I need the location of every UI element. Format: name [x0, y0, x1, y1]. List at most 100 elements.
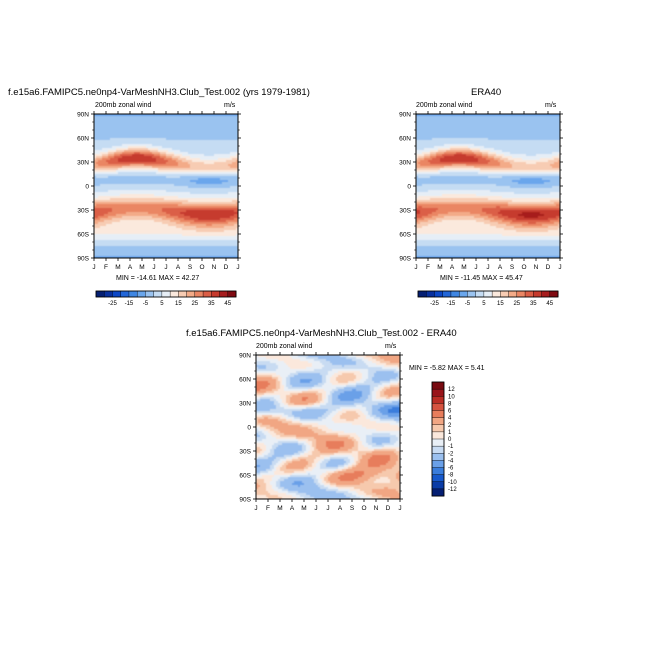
colorbar-swatch — [431, 474, 445, 483]
colorbar-frame-1 — [95, 290, 237, 298]
colorbar-frame-2 — [417, 290, 559, 298]
x-tick-label: J — [486, 264, 489, 271]
y-tick-label: 30S — [399, 207, 411, 214]
colorbar-label: 35 — [208, 301, 215, 307]
colorbar-swatch — [442, 290, 452, 298]
panel3-units-label: m/s — [385, 343, 397, 350]
colorbar-label: 10 — [448, 394, 455, 400]
colorbar-label: -6 — [448, 466, 454, 472]
colorbar-label: -12 — [448, 487, 457, 493]
colorbar-swatch — [491, 290, 501, 298]
colorbar-swatch — [202, 290, 212, 298]
colorbar-swatch — [161, 290, 171, 298]
y-tick-label: 30S — [77, 207, 89, 214]
x-tick-label: O — [521, 264, 526, 271]
colorbar-swatch — [467, 290, 477, 298]
panel1-variable-label: 200mb zonal wind — [95, 102, 152, 109]
colorbar-swatch — [95, 290, 105, 298]
colorbar-label: -25 — [430, 301, 439, 307]
colorbar-swatch — [431, 424, 445, 433]
x-tick-label: J — [314, 505, 317, 512]
panel2-field — [416, 114, 560, 258]
colorbar-label: 1 — [448, 430, 452, 436]
colorbar-label: 45 — [546, 301, 553, 307]
colorbar-swatch — [431, 403, 445, 412]
colorbar-swatch — [431, 460, 445, 469]
colorbar-swatch — [431, 453, 445, 461]
colorbar-label: 12 — [448, 387, 455, 393]
x-tick-label: J — [326, 505, 329, 512]
x-tick-label: S — [510, 264, 515, 271]
colorbar-swatch — [516, 290, 526, 298]
x-tick-label: J — [236, 264, 239, 271]
x-tick-label: M — [139, 264, 144, 271]
colorbar-label: -15 — [125, 301, 134, 307]
x-tick-label: A — [338, 505, 343, 512]
x-tick-label: A — [128, 264, 133, 271]
x-tick-label: J — [92, 264, 95, 271]
colorbar-label: 15 — [497, 301, 504, 307]
colorbar-swatch — [178, 290, 188, 298]
colorbar-label: -2 — [448, 451, 454, 457]
x-tick-label: S — [188, 264, 193, 271]
panel1-field — [94, 114, 238, 258]
colorbar-swatch — [136, 290, 146, 298]
y-tick-label: 30N — [239, 400, 251, 407]
x-tick-label: S — [350, 505, 355, 512]
panel2-min-max: MIN = -11.45 MAX = 45.47 — [440, 275, 523, 282]
colorbar-swatch — [431, 431, 445, 440]
y-tick-label: 90N — [77, 111, 89, 118]
panel2-units-label: m/s — [545, 102, 557, 109]
colorbar-swatch — [431, 388, 445, 397]
colorbar-swatch — [549, 290, 559, 298]
colorbar-label: -10 — [448, 480, 457, 486]
x-tick-label: O — [199, 264, 204, 271]
x-tick-label: O — [361, 505, 366, 512]
colorbar-swatch — [219, 290, 229, 298]
colorbar-label: -5 — [465, 301, 471, 307]
colorbar-swatch — [533, 290, 543, 298]
colorbar-label: 45 — [224, 301, 231, 307]
x-tick-label: A — [290, 505, 295, 512]
y-tick-label: 90N — [399, 111, 411, 118]
x-tick-label: M — [301, 505, 306, 512]
colorbar-swatch — [431, 410, 445, 419]
y-tick-label: 90S — [399, 255, 411, 262]
colorbar-label: -8 — [448, 473, 454, 479]
colorbar-swatch — [227, 290, 237, 298]
x-tick-label: F — [266, 505, 270, 512]
colorbar-swatch — [431, 445, 445, 454]
x-tick-label: J — [164, 264, 167, 271]
x-tick-label: J — [254, 505, 257, 512]
colorbar-swatch — [431, 488, 445, 497]
x-tick-label: D — [386, 505, 391, 512]
x-tick-label: D — [224, 264, 229, 271]
colorbar-swatch — [104, 290, 113, 298]
colorbar-swatch — [417, 290, 427, 298]
y-tick-label: 30S — [239, 448, 251, 455]
x-tick-label: J — [398, 505, 401, 512]
y-tick-label: 30N — [399, 159, 411, 166]
colorbar-swatch — [431, 417, 445, 426]
colorbar-label: 4 — [448, 416, 452, 422]
colorbar-label: 25 — [191, 301, 198, 307]
colorbar-label: -4 — [448, 458, 454, 464]
colorbar-swatch — [194, 290, 204, 298]
colorbar-label: -5 — [143, 301, 149, 307]
panel3-title: f.e15a6.FAMIPC5.ne0np4-VarMeshNH3.Club_T… — [186, 328, 457, 339]
panel2-variable-label: 200mb zonal wind — [416, 102, 473, 109]
panel3-field — [256, 355, 400, 499]
colorbar-swatch — [541, 290, 551, 298]
colorbar-label: 5 — [160, 301, 164, 307]
colorbar-swatch — [431, 396, 445, 404]
colorbar-label: 5 — [482, 301, 486, 307]
y-tick-label: 60N — [77, 135, 89, 142]
colorbar-swatch — [431, 438, 445, 447]
colorbar-label: -1 — [448, 444, 454, 450]
panel3-variable-label: 200mb zonal wind — [256, 343, 313, 350]
y-tick-label: 60S — [77, 231, 89, 238]
x-tick-label: A — [498, 264, 503, 271]
panel2-title: ERA40 — [471, 87, 502, 98]
y-tick-label: 0 — [407, 183, 411, 190]
y-tick-label: 60S — [399, 231, 411, 238]
